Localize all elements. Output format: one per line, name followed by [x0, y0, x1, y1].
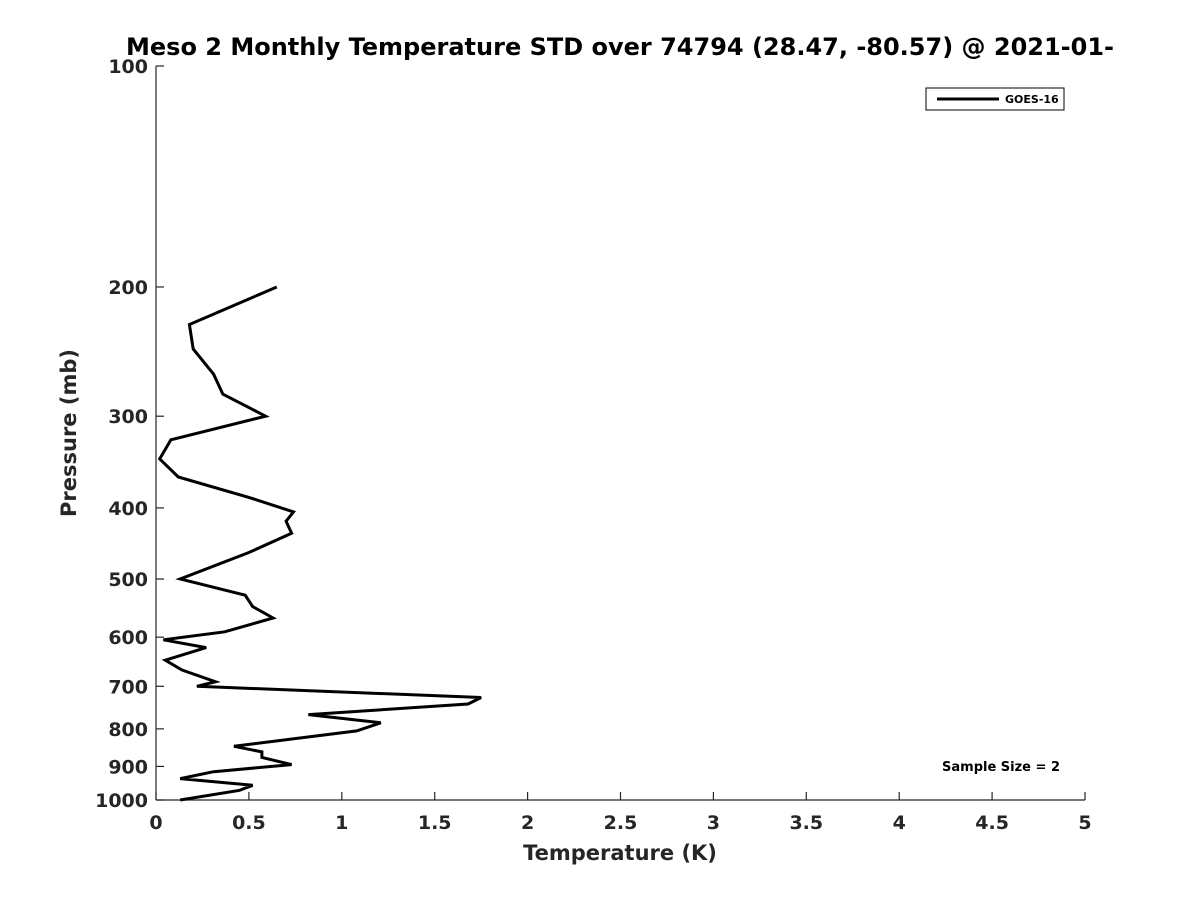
y-tick-label: 200: [108, 277, 148, 299]
x-tick-label: 4.5: [975, 812, 1009, 834]
x-tick-label: 0.5: [232, 812, 266, 834]
x-tick-label: 3.5: [789, 812, 823, 834]
y-tick-label: 100: [108, 56, 148, 78]
x-tick-label: 4: [893, 812, 906, 834]
legend: GOES-16: [925, 87, 1065, 111]
series-line-goes-16: [157, 285, 482, 802]
x-tick-label: 1: [335, 812, 348, 834]
y-tick-label: 900: [108, 756, 148, 778]
y-tick-label: 300: [108, 406, 148, 428]
axes: 0 0.5 1 1.5 2 2.5 3 3.5 4 4.5 5 100 200 300 400 500 600 7…: [95, 56, 1092, 834]
x-axis-label: Temperature (K): [523, 841, 717, 865]
y-tick-label: 500: [108, 569, 148, 591]
x-tick-label: 3: [707, 812, 720, 834]
y-tick-label: 600: [108, 627, 148, 649]
x-tick-label: 5: [1078, 812, 1091, 834]
y-axis-label: Pressure (mb): [57, 349, 81, 517]
legend-label-goes-16: GOES-16: [1005, 93, 1059, 106]
x-tick-label: 0: [149, 812, 162, 834]
y-tick-label: 800: [108, 719, 148, 741]
x-tick-label: 2: [521, 812, 534, 834]
x-tick-label: 1.5: [418, 812, 452, 834]
x-tick-label: 2.5: [604, 812, 638, 834]
y-tick-label: 700: [108, 676, 148, 698]
y-tick-label: 400: [108, 498, 148, 520]
sample-size-annotation: Sample Size = 2: [942, 760, 1060, 775]
series-layer: [157, 285, 482, 802]
chart-title: Meso 2 Monthly Temperature STD over 7479…: [126, 33, 1114, 61]
y-tick-label: 1000: [95, 790, 148, 812]
